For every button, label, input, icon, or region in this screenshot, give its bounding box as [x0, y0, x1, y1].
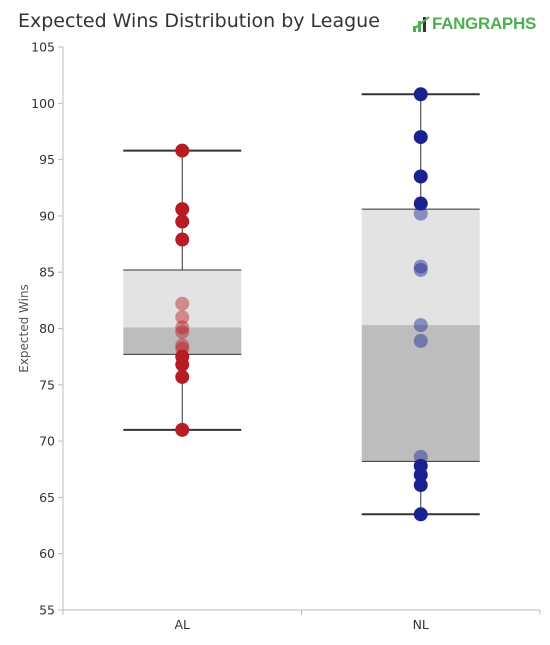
- data-point-al[interactable]: [175, 310, 190, 325]
- x-tick-label: AL: [174, 617, 190, 632]
- fangraphs-logo: FANGRAPHS: [412, 14, 536, 34]
- y-tick-label: 85: [39, 265, 55, 280]
- data-point-al[interactable]: [175, 214, 190, 229]
- data-point-al[interactable]: [175, 202, 190, 217]
- data-point-al[interactable]: [175, 324, 190, 339]
- box-upper-quartile: [361, 209, 480, 326]
- data-point-al[interactable]: [175, 296, 190, 311]
- y-tick-label: 105: [31, 40, 55, 55]
- data-point-nl[interactable]: [413, 87, 428, 102]
- y-tick-label: 65: [39, 490, 55, 505]
- y-tick-label: 75: [39, 377, 55, 392]
- data-point-nl[interactable]: [413, 259, 428, 274]
- y-tick-label: 95: [39, 152, 55, 167]
- data-point-al[interactable]: [175, 232, 190, 247]
- y-tick-label: 80: [39, 321, 55, 336]
- data-point-al[interactable]: [175, 369, 190, 384]
- data-point-al[interactable]: [175, 357, 190, 372]
- data-point-nl[interactable]: [413, 262, 428, 277]
- logo-text: FANGRAPHS: [431, 14, 536, 33]
- data-point-nl[interactable]: [413, 130, 428, 145]
- y-tick-label: 100: [31, 96, 55, 111]
- data-point-al[interactable]: [175, 320, 190, 335]
- data-point-nl[interactable]: [413, 333, 428, 348]
- y-tick-label: 70: [39, 434, 55, 449]
- data-point-nl[interactable]: [413, 318, 428, 333]
- y-tick-label: 90: [39, 208, 55, 223]
- chart-title: Expected Wins Distribution by League: [18, 10, 380, 32]
- fangraphs-logo-icon: [412, 16, 430, 32]
- x-tick-label: NL: [413, 617, 429, 632]
- data-point-nl[interactable]: [413, 169, 428, 184]
- data-point-nl[interactable]: [413, 478, 428, 493]
- data-point-al[interactable]: [175, 338, 190, 353]
- data-point-nl[interactable]: [413, 196, 428, 211]
- data-point-al[interactable]: [175, 422, 190, 437]
- box-upper-quartile: [123, 269, 242, 328]
- data-point-nl[interactable]: [413, 467, 428, 482]
- y-tick-label: 55: [39, 603, 55, 618]
- y-tick-label: 60: [39, 546, 55, 561]
- box-lower-quartile: [361, 325, 480, 462]
- data-point-nl[interactable]: [413, 507, 428, 522]
- data-point-nl[interactable]: [413, 206, 428, 221]
- data-point-al[interactable]: [175, 143, 190, 158]
- y-axis-title: Expected Wins: [17, 284, 31, 373]
